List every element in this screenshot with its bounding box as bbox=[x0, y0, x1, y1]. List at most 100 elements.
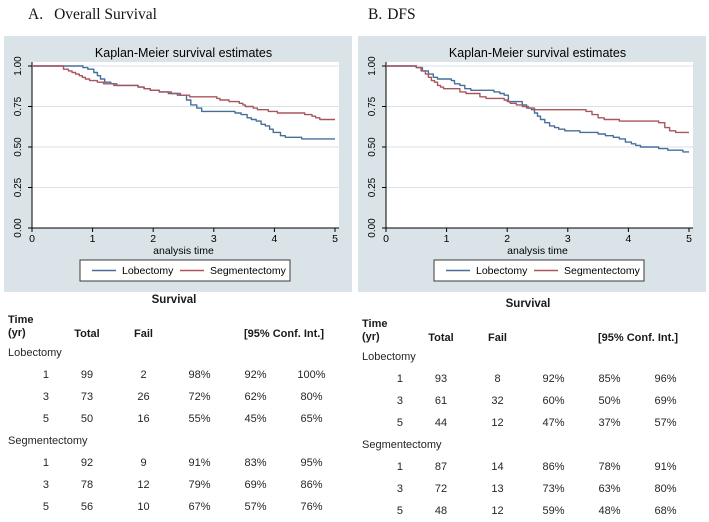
cell-total: 56 bbox=[80, 501, 94, 513]
table-header: Time (yr) Total Fail [95% Conf. Int.] bbox=[8, 308, 344, 342]
cell-ci-high: 80% bbox=[654, 483, 677, 495]
panel-b-heading: B. DFS bbox=[368, 6, 416, 24]
legend-label-segmentectomy: Segmentectomy bbox=[564, 265, 641, 277]
table-row: 5 44 12 47% 37% 57% bbox=[362, 412, 698, 434]
table-row: 1 92 9 91% 83% 95% bbox=[8, 452, 344, 474]
table-body: Lobectomy 1 93 8 92% 85% 96% 3 61 32 60% 50% 69% 5 44 1… bbox=[362, 346, 698, 522]
y-tick-label: 0.25 bbox=[367, 177, 378, 197]
table-body: Lobectomy 1 99 2 98% 92% 100% 3 73 26 72% 62% 80% 5 50… bbox=[8, 342, 344, 518]
cell-ci-high: 100% bbox=[297, 369, 326, 381]
cell-ci-low: 69% bbox=[244, 479, 267, 491]
plot-area bbox=[386, 62, 693, 228]
cell-ci-low: 62% bbox=[244, 391, 267, 403]
cell-fail: 8 bbox=[494, 373, 501, 385]
table-row: 3 73 26 72% 62% 80% bbox=[8, 386, 344, 408]
cell-ci-high: 68% bbox=[654, 505, 677, 517]
cell-time: 1 bbox=[42, 369, 49, 381]
cell-ci-high: 76% bbox=[300, 501, 323, 513]
table-row: 3 78 12 79% 69% 86% bbox=[8, 474, 344, 496]
x-tick-label: 0 bbox=[383, 233, 389, 245]
cell-survival: 91% bbox=[188, 457, 211, 469]
y-tick-label: 0.50 bbox=[367, 137, 378, 157]
panel-b-label: B. bbox=[368, 6, 383, 23]
table-row: 3 72 13 73% 63% 80% bbox=[362, 478, 698, 500]
cell-survival: 86% bbox=[542, 461, 565, 473]
survival-table-overall: Survival Time (yr) Total Fail [95% Conf.… bbox=[8, 294, 344, 518]
km-plot-dfs: Kaplan-Meier survival estimates 0.00 0.25 0… bbox=[358, 36, 706, 292]
cell-fail: 10 bbox=[137, 501, 150, 513]
table-row: 5 48 12 59% 48% 68% bbox=[362, 500, 698, 522]
x-tick-label: 5 bbox=[686, 233, 692, 245]
x-tick-label: 1 bbox=[90, 233, 96, 245]
y-tick-label: 0.50 bbox=[13, 137, 24, 157]
cell-fail: 14 bbox=[491, 461, 504, 473]
legend-label-lobectomy: Lobectomy bbox=[476, 265, 528, 277]
km-chart-overall-survival: Kaplan-Meier survival estimates 0.00 0.25 0… bbox=[4, 36, 352, 292]
y-tick-label: 0.75 bbox=[13, 96, 24, 116]
cell-survival: 59% bbox=[542, 505, 565, 517]
cell-ci-low: 63% bbox=[598, 483, 621, 495]
cell-time: 5 bbox=[396, 417, 403, 429]
table-row: 3 61 32 60% 50% 69% bbox=[362, 390, 698, 412]
km-chart-dfs: Kaplan-Meier survival estimates 0.00 0.25 0… bbox=[358, 36, 706, 292]
table-row: 5 56 10 67% 57% 76% bbox=[8, 496, 344, 518]
table-title: Survival bbox=[151, 294, 197, 306]
cell-fail: 12 bbox=[137, 479, 150, 491]
group-header-lobectomy: Lobectomy bbox=[8, 347, 62, 359]
chart-title: Kaplan-Meier survival estimates bbox=[95, 46, 272, 60]
cell-ci-high: 80% bbox=[300, 391, 323, 403]
cell-total: 73 bbox=[80, 391, 94, 403]
km-curve-segmentectomy bbox=[386, 65, 689, 134]
cell-time: 3 bbox=[42, 391, 49, 403]
cell-total: 92 bbox=[80, 457, 94, 469]
cell-fail: 2 bbox=[140, 369, 147, 381]
cell-total: 87 bbox=[434, 461, 448, 473]
x-axis-label: analysis time bbox=[153, 245, 214, 257]
cell-survival: 98% bbox=[188, 369, 211, 381]
col-header-total: Total bbox=[428, 332, 454, 344]
cell-survival: 47% bbox=[542, 417, 565, 429]
legend-label-segmentectomy: Segmentectomy bbox=[210, 265, 287, 277]
chart-title: Kaplan-Meier survival estimates bbox=[449, 46, 626, 60]
cell-time: 3 bbox=[396, 483, 403, 495]
survival-table-dfs: Survival Time (yr) Total Fail [95% Conf.… bbox=[362, 298, 698, 522]
cell-survival: 79% bbox=[188, 479, 211, 491]
legend-label-lobectomy: Lobectomy bbox=[122, 265, 174, 277]
panel-a-title: Overall Survival bbox=[54, 6, 157, 23]
cell-survival: 55% bbox=[188, 413, 211, 425]
cell-time: 5 bbox=[42, 501, 49, 513]
col-header-fail: Fail bbox=[488, 332, 507, 344]
cell-ci-low: 57% bbox=[244, 501, 267, 513]
panel-a-label: A. bbox=[28, 6, 44, 23]
cell-fail: 26 bbox=[137, 391, 150, 403]
table-row: 1 87 14 86% 78% 91% bbox=[362, 456, 698, 478]
cell-total: 72 bbox=[434, 483, 448, 495]
x-tick-label: 4 bbox=[625, 233, 631, 245]
group-header-lobectomy: Lobectomy bbox=[362, 351, 416, 363]
cell-survival: 73% bbox=[542, 483, 565, 495]
cell-ci-low: 92% bbox=[244, 369, 267, 381]
cell-ci-low: 50% bbox=[598, 395, 621, 407]
cell-survival: 72% bbox=[188, 391, 211, 403]
cell-ci-high: 57% bbox=[654, 417, 677, 429]
cell-time: 1 bbox=[396, 373, 403, 385]
x-tick-label: 5 bbox=[332, 233, 338, 245]
cell-ci-low: 83% bbox=[244, 457, 267, 469]
cell-ci-high: 91% bbox=[654, 461, 677, 473]
group-header-segmentectomy: Segmentectomy bbox=[8, 435, 88, 447]
cell-ci-low: 48% bbox=[598, 505, 621, 517]
km-curve-lobectomy bbox=[386, 65, 689, 153]
cell-ci-high: 95% bbox=[300, 457, 323, 469]
km-curve-lobectomy bbox=[32, 65, 335, 140]
table-header: Time (yr) Total Fail [95% Conf. Int.] bbox=[362, 312, 698, 346]
cell-time: 1 bbox=[396, 461, 403, 473]
cell-ci-high: 69% bbox=[654, 395, 677, 407]
cell-total: 48 bbox=[434, 505, 448, 517]
y-tick-label: 1.00 bbox=[13, 56, 24, 76]
cell-ci-high: 86% bbox=[300, 479, 323, 491]
col-header-total: Total bbox=[74, 328, 100, 340]
col-header-ci: [95% Conf. Int.] bbox=[243, 328, 325, 340]
cell-fail: 16 bbox=[137, 413, 150, 425]
cell-fail: 9 bbox=[140, 457, 147, 469]
cell-ci-high: 96% bbox=[654, 373, 677, 385]
